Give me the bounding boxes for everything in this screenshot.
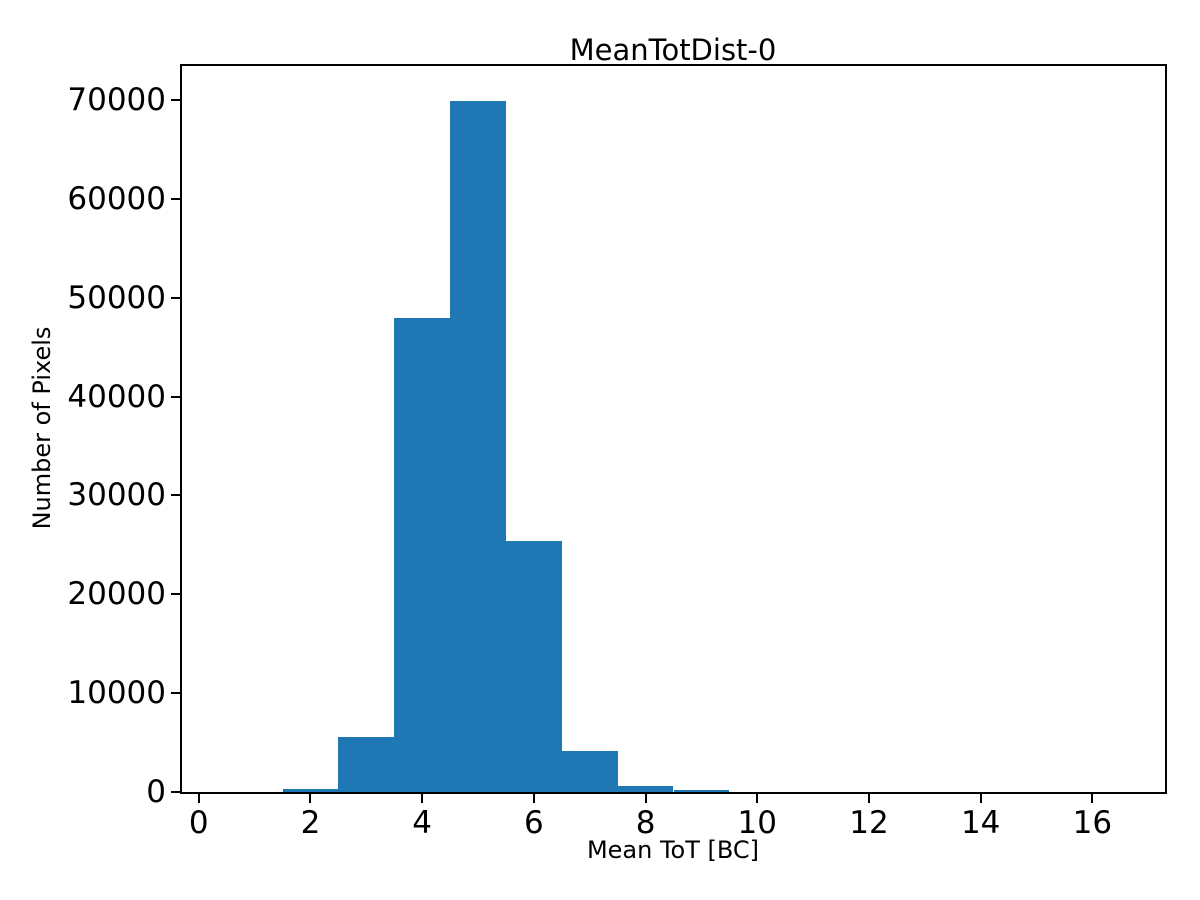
y-tick-mark [171, 395, 180, 398]
y-tick-label: 20000 [67, 576, 166, 613]
x-tick-label: 14 [960, 805, 1001, 841]
x-tick-mark [979, 794, 982, 803]
x-tick-mark [197, 794, 200, 803]
histogram-bar [673, 789, 730, 792]
x-axis-label: Mean ToT [BC] [586, 836, 760, 864]
y-tick-label: 40000 [67, 378, 166, 415]
y-tick-label: 50000 [67, 279, 166, 316]
x-tick-mark [309, 794, 312, 803]
histogram-bar [394, 317, 451, 792]
y-tick-mark [171, 494, 180, 497]
x-tick-label: 8 [635, 805, 656, 841]
x-tick-mark [532, 794, 535, 803]
histogram-bar [282, 789, 339, 792]
y-tick-mark [171, 593, 180, 596]
x-tick-mark [644, 794, 647, 803]
histogram-bar [617, 786, 674, 792]
y-tick-mark [171, 296, 180, 299]
x-tick-label: 6 [523, 805, 544, 841]
y-axis-label: Number of Pixels [28, 326, 56, 530]
x-tick-label: 2 [300, 805, 321, 841]
y-tick-mark [171, 197, 180, 200]
x-tick-label: 12 [849, 805, 889, 841]
x-tick-label: 10 [737, 805, 777, 841]
y-tick-label: 30000 [67, 477, 166, 514]
y-tick-label: 70000 [67, 82, 166, 118]
histogram-bar [338, 736, 395, 792]
y-tick-label: 60000 [67, 180, 166, 217]
x-tick-label: 0 [188, 805, 209, 841]
y-tick-mark [171, 692, 180, 695]
histogram-bar [505, 540, 562, 792]
x-tick-mark [756, 794, 759, 803]
plot-area [180, 64, 1167, 794]
x-tick-mark [421, 794, 424, 803]
y-tick-mark [171, 791, 180, 793]
x-tick-mark [1091, 794, 1094, 803]
y-tick-label: 0 [146, 774, 166, 810]
y-tick-label: 10000 [67, 675, 166, 712]
histogram-bar [561, 751, 618, 792]
x-tick-mark [867, 794, 870, 803]
y-tick-mark [171, 99, 180, 101]
x-tick-label: 4 [412, 805, 433, 841]
x-tick-label: 16 [1072, 805, 1113, 841]
chart-title: MeanTotDist-0 [569, 33, 777, 67]
histogram-bar [450, 101, 506, 792]
